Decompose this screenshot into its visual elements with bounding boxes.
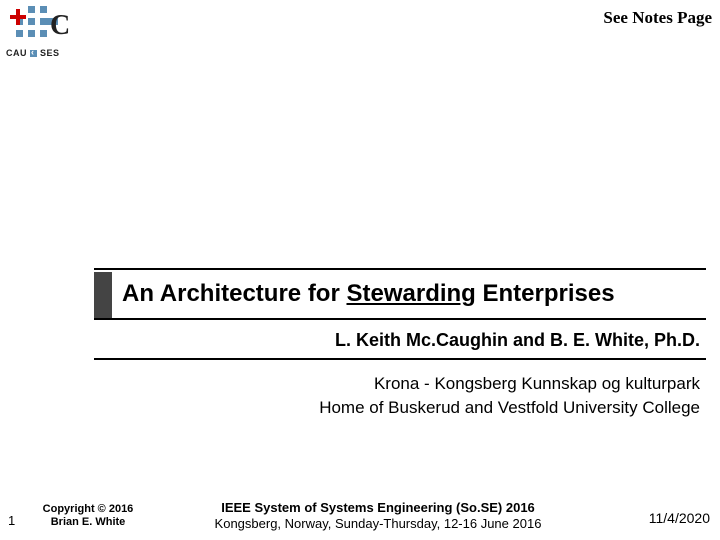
see-notes-link[interactable]: See Notes Page bbox=[603, 8, 712, 28]
title-part-pre: An Architecture for bbox=[122, 280, 346, 307]
copyright-line-2: Brian E. White bbox=[28, 516, 148, 530]
logo-graphic: C bbox=[6, 6, 76, 42]
logo-sub-right: SES bbox=[40, 48, 60, 58]
venue-line-1: Krona - Kongsberg Kunnskap og kulturpark bbox=[94, 372, 700, 396]
venue-line-2: Home of Buskerud and Vestfold University… bbox=[94, 396, 700, 420]
venue-block: Krona - Kongsberg Kunnskap og kulturpark… bbox=[94, 372, 706, 420]
logo-dot-icon bbox=[30, 50, 37, 57]
authors: L. Keith Mc.Caughin and B. E. White, Ph.… bbox=[94, 326, 706, 359]
copyright: Copyright © 2016 Brian E. White bbox=[28, 503, 148, 531]
logo: C CAU SES bbox=[6, 6, 96, 58]
title-rule-bottom bbox=[94, 318, 706, 320]
logo-sub-left: CAU bbox=[6, 48, 27, 58]
copyright-line-1: Copyright © 2016 bbox=[28, 503, 148, 517]
title-accent-bar bbox=[94, 272, 112, 318]
conference-info: IEEE System of Systems Engineering (So.S… bbox=[178, 500, 578, 533]
conference-name: IEEE System of Systems Engineering (So.S… bbox=[178, 500, 578, 516]
footer: 1 Copyright © 2016 Brian E. White IEEE S… bbox=[0, 474, 720, 534]
conference-location: Kongsberg, Norway, Sunday-Thursday, 12-1… bbox=[178, 516, 578, 532]
title-part-emph: Stewarding bbox=[346, 280, 475, 307]
slide: C CAU SES See Notes Page An Architecture… bbox=[0, 0, 720, 540]
slide-title: An Architecture for Stewarding Enterpris… bbox=[94, 270, 706, 316]
title-part-post: Enterprises bbox=[476, 280, 615, 307]
logo-subtext: CAU SES bbox=[6, 48, 96, 58]
authors-rule bbox=[94, 358, 706, 360]
page-number: 1 bbox=[8, 513, 15, 528]
title-block: An Architecture for Stewarding Enterpris… bbox=[94, 268, 706, 320]
slide-date: 11/4/2020 bbox=[649, 510, 710, 526]
